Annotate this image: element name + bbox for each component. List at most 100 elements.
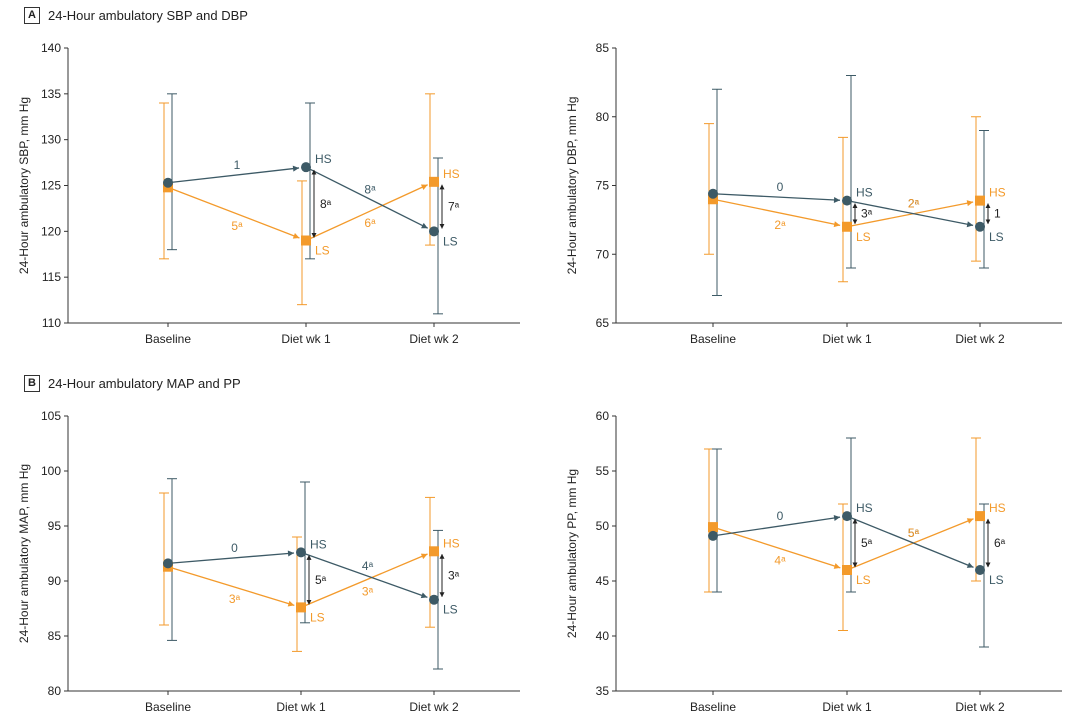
y-axis-title: 24-Hour ambulatory MAP, mm Hg	[17, 464, 31, 643]
y-tick-label: 45	[596, 574, 610, 588]
y-tick-label: 55	[596, 464, 610, 478]
hs-series-arrowhead	[833, 515, 841, 521]
y-tick-label: 75	[596, 179, 610, 193]
y-tick-label: 85	[596, 41, 610, 55]
hs-series-arrowhead	[421, 222, 428, 229]
hs-point	[301, 162, 311, 173]
segment-change-label: 4ᵃ	[362, 559, 374, 573]
hs-series-arrowhead	[420, 592, 428, 599]
hs-series-arrowhead	[966, 221, 974, 228]
hs-series-line	[712, 516, 841, 537]
point-label-ls: LS	[989, 573, 1004, 587]
difference-label: 6ᵃ	[994, 536, 1006, 550]
section-letter-a: A	[24, 7, 40, 24]
ls-series-arrowhead	[420, 184, 428, 190]
section-header-a: A 24-Hour ambulatory SBP and DBP	[24, 7, 248, 24]
ls-series-arrowhead	[833, 563, 841, 569]
section-header-b: B 24-Hour ambulatory MAP and PP	[24, 375, 241, 392]
x-tick-label: Diet wk 2	[955, 700, 1005, 714]
segment-change-label: 2ᵃ	[908, 197, 920, 211]
y-axis-title: 24-Hour ambulatory SBP, mm Hg	[17, 97, 31, 274]
ls-point	[975, 195, 985, 206]
y-tick-label: 115	[42, 270, 61, 284]
x-tick-label: Baseline	[690, 332, 736, 346]
ls-series-arrowhead	[833, 221, 841, 228]
ls-series-line	[846, 201, 974, 228]
hs-point	[429, 594, 439, 605]
ls-point	[708, 522, 718, 533]
section-letter-b: B	[24, 375, 40, 392]
point-label-ls: LS	[856, 573, 871, 587]
chart-panel-3: 80 85 90 95 100 105 Baseline Diet wk 1 Diet wk 2…	[17, 409, 520, 714]
ls-series-line	[712, 198, 841, 226]
x-tick-label: Diet wk 1	[822, 700, 872, 714]
hs-point	[296, 547, 306, 558]
ls-point	[842, 221, 852, 232]
ls-series-arrowhead	[966, 200, 974, 207]
ls-point	[429, 176, 439, 187]
difference-label: 5ᵃ	[861, 536, 873, 550]
point-label-hs: HS	[989, 501, 1006, 515]
y-tick-label: 65	[596, 316, 610, 330]
point-label-hs: HS	[989, 186, 1006, 200]
ls-series-line	[846, 518, 974, 571]
y-tick-label: 95	[48, 519, 62, 533]
x-tick-label: Baseline	[145, 332, 191, 346]
ls-series-line	[712, 526, 841, 569]
x-tick-label: Diet wk 1	[281, 332, 331, 346]
point-label-hs: HS	[856, 186, 873, 200]
y-tick-label: 35	[596, 684, 610, 698]
x-tick-label: Baseline	[690, 700, 736, 714]
hs-series-arrowhead	[292, 165, 300, 172]
difference-label: 7ᵃ	[448, 200, 460, 214]
point-label-hs: HS	[315, 152, 332, 166]
segment-change-label: 5ᵃ	[908, 526, 920, 540]
hs-series-line	[167, 167, 300, 184]
hs-point	[708, 188, 718, 199]
difference-label: 3ᵃ	[448, 569, 460, 583]
point-label-hs: HS	[310, 537, 327, 551]
segment-change-label: 0	[231, 541, 238, 555]
hs-point	[708, 530, 718, 541]
x-tick-label: Baseline	[145, 700, 191, 714]
segment-change-label: 2ᵃ	[774, 218, 786, 232]
y-tick-label: 120	[41, 224, 61, 238]
x-tick-label: Diet wk 1	[822, 332, 872, 346]
x-tick-label: Diet wk 2	[409, 700, 459, 714]
hs-series-arrowhead	[833, 196, 841, 203]
ls-point	[429, 546, 439, 557]
point-label-hs: HS	[443, 167, 460, 181]
ls-series-arrowhead	[287, 600, 295, 607]
difference-label: 1	[994, 207, 1001, 221]
y-tick-label: 135	[41, 87, 61, 101]
hs-point	[975, 221, 985, 232]
point-label-ls: LS	[310, 610, 325, 624]
segment-change-label: 0	[777, 509, 784, 523]
segment-change-label: 6ᵃ	[364, 216, 376, 230]
point-label-ls: LS	[989, 230, 1004, 244]
point-label-hs: HS	[443, 536, 460, 550]
y-tick-label: 105	[41, 409, 61, 423]
y-tick-label: 50	[596, 519, 610, 533]
section-title-b: 24-Hour ambulatory MAP and PP	[48, 376, 241, 391]
hs-series-line	[305, 166, 429, 229]
hs-series-line	[846, 199, 974, 227]
hs-series-arrowhead	[966, 562, 974, 568]
ls-series-line	[167, 186, 300, 239]
ls-point	[842, 565, 852, 575]
y-tick-label: 80	[48, 684, 62, 698]
hs-series-arrowhead	[287, 550, 295, 557]
segment-change-label: 3ᵃ	[229, 592, 241, 606]
difference-label: 3ᵃ	[861, 207, 873, 221]
ls-series-line	[167, 566, 295, 606]
y-tick-label: 40	[596, 629, 610, 643]
segment-change-label: 5ᵃ	[908, 526, 920, 540]
ls-series-arrowhead	[420, 553, 428, 560]
x-tick-label: Diet wk 1	[276, 700, 326, 714]
ls-series-arrowhead	[966, 518, 974, 524]
chart-panel-4: 35 40 45 50 55 60 Baseline Diet wk 1 Diet wk 2 24…	[565, 409, 1062, 714]
segment-change-label: 3ᵃ	[362, 584, 374, 598]
y-tick-label: 125	[41, 179, 61, 193]
point-label-ls: LS	[443, 234, 458, 248]
